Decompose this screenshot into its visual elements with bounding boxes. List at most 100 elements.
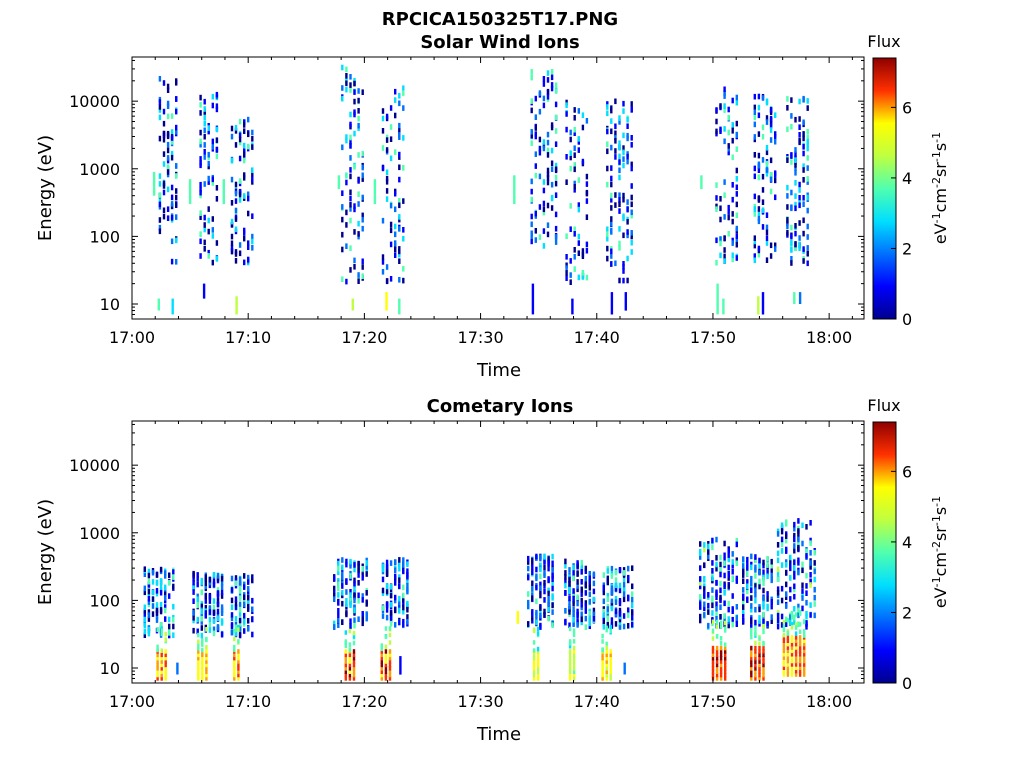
flux-cell: [546, 202, 550, 209]
flux-cell: [776, 550, 780, 557]
flux-cell: [568, 599, 571, 606]
flux-cell: [803, 655, 806, 660]
flux-cell: [803, 638, 806, 643]
flux-cell: [789, 554, 792, 561]
flux-cell: [719, 672, 723, 678]
flux-cell: [353, 586, 356, 593]
flux-cell: [742, 572, 745, 578]
flux-cell: [568, 676, 572, 681]
flux-cell: [618, 197, 621, 203]
flux-cell: [762, 618, 765, 624]
flux-streak: [624, 292, 627, 311]
colorbar-tick-label: 2: [902, 239, 912, 258]
flux-cell: [539, 612, 542, 619]
flux-cell: [711, 598, 714, 605]
flux-cell: [158, 224, 162, 231]
y-tick-label: 10000: [69, 456, 120, 475]
flux-cell: [230, 176, 234, 183]
flux-cell: [631, 621, 634, 628]
flux-cell: [757, 152, 761, 159]
flux-cell: [352, 652, 356, 658]
flux-cell: [735, 557, 738, 563]
flux-cell: [580, 601, 583, 608]
flux-cell: [398, 595, 401, 602]
flux-cell: [345, 611, 348, 618]
flux-cell: [622, 149, 625, 156]
flux-cell: [402, 596, 405, 603]
flux-cell: [155, 610, 159, 616]
flux-cell: [243, 142, 246, 149]
flux-cell: [211, 259, 214, 266]
flux-cell: [786, 230, 789, 236]
flux-cell: [735, 131, 738, 138]
flux-cell: [580, 587, 583, 593]
flux-cell: [220, 584, 224, 590]
flux-cell: [200, 632, 203, 639]
flux-cell: [353, 604, 356, 610]
flux-cell: [765, 240, 769, 246]
flux-cell: [215, 153, 219, 160]
flux-cell: [532, 669, 536, 674]
flux-cell: [536, 646, 540, 652]
flux-cell: [723, 258, 726, 264]
flux-cell: [614, 569, 618, 576]
flux-cell: [341, 590, 344, 596]
flux-cell: [569, 203, 572, 209]
flux-cell: [606, 568, 609, 574]
flux-cell: [233, 666, 236, 671]
flux-cell: [251, 238, 254, 245]
flux-cell: [803, 668, 806, 674]
flux-cell: [723, 93, 726, 99]
flux-cell: [230, 604, 234, 610]
flux-cell: [735, 615, 738, 621]
flux-cell: [353, 98, 356, 105]
flux-cell: [766, 562, 769, 568]
flux-cell: [216, 615, 220, 622]
flux-cell: [344, 672, 347, 678]
flux-cell: [601, 659, 604, 664]
flux-cell: [536, 652, 540, 658]
flux-cell: [156, 644, 159, 650]
flux-cell: [606, 235, 609, 242]
flux-cell: [790, 97, 793, 103]
flux-cell: [212, 581, 216, 588]
flux-cell: [536, 626, 540, 632]
flux-cell: [389, 584, 393, 590]
flux-cell: [762, 611, 765, 618]
flux-cell: [534, 163, 537, 169]
flux-cell: [765, 99, 769, 106]
flux-cell: [380, 655, 383, 661]
flux-cell: [341, 246, 344, 253]
flux-cell: [348, 659, 352, 664]
flux-cell: [212, 598, 216, 604]
flux-cell: [384, 634, 388, 639]
flux-cell: [192, 589, 195, 595]
flux-cell: [790, 247, 793, 253]
flux-cell: [353, 577, 356, 584]
flux-cell: [406, 606, 409, 613]
flux-cell: [735, 191, 738, 197]
flux-cell: [614, 599, 618, 605]
flux-cell: [531, 617, 534, 624]
flux-cell: [203, 114, 206, 121]
flux-cell: [606, 110, 609, 117]
flux-cell: [352, 634, 356, 639]
flux-cell: [234, 181, 238, 188]
flux-cell: [542, 228, 546, 234]
flux-streak: [757, 296, 760, 315]
flux-cell: [554, 192, 558, 198]
flux-cell: [724, 645, 727, 651]
flux-cell: [353, 80, 356, 87]
flux-cell: [577, 108, 580, 114]
flux-cell: [384, 649, 388, 654]
x-tick-label: 17:40: [574, 328, 620, 347]
flux-cell: [581, 124, 585, 131]
flux-cell: [719, 669, 723, 674]
flux-cell: [361, 617, 364, 624]
flux-cell: [243, 151, 246, 158]
flux-cell: [758, 655, 761, 661]
flux-cell: [345, 173, 348, 179]
flux-cell: [794, 662, 798, 667]
flux-cell: [357, 115, 360, 122]
flux-cell: [538, 204, 542, 210]
